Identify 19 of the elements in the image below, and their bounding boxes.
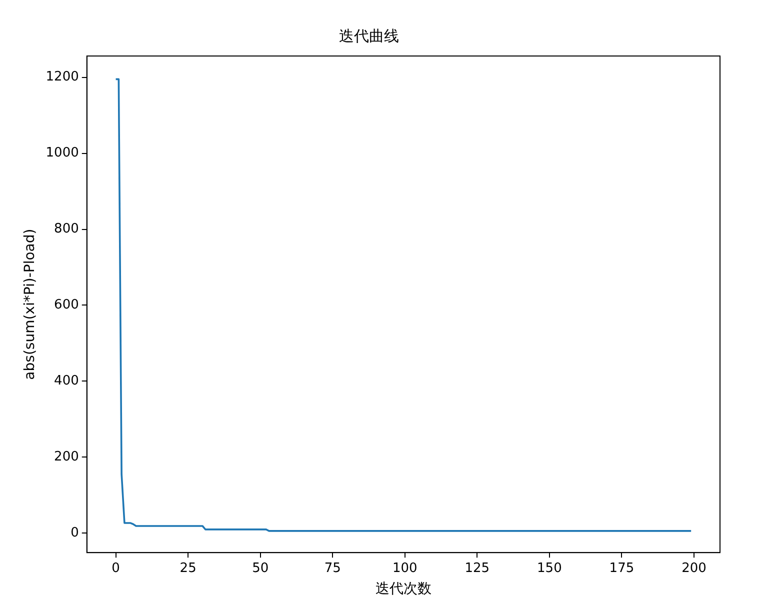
x-tick-label: 50	[252, 560, 269, 576]
x-tick-label: 0	[112, 560, 120, 576]
x-axis-title: 迭代次数	[375, 581, 432, 598]
x-tick-label: 200	[682, 560, 706, 576]
y-tick-label: 200	[54, 450, 79, 465]
y-tick-label: 0	[70, 526, 79, 541]
y-tick-label: 1200	[46, 70, 79, 85]
x-tick-label: 100	[392, 560, 418, 576]
y-tick-label: 1000	[46, 146, 79, 161]
y-axis-title: abs(sum(xi*Pi)-Pload)	[22, 228, 38, 380]
y-tick-label: 400	[54, 374, 79, 389]
y-tick-label: 800	[54, 222, 79, 237]
chart-title: 迭代曲线	[339, 26, 399, 45]
x-tick-label: 175	[609, 560, 634, 576]
x-tick-label: 75	[324, 560, 341, 576]
x-tick-label: 150	[537, 560, 562, 576]
x-tick-label: 25	[180, 560, 196, 576]
y-tick-label: 600	[54, 298, 79, 313]
x-tick-label: 125	[464, 560, 490, 576]
